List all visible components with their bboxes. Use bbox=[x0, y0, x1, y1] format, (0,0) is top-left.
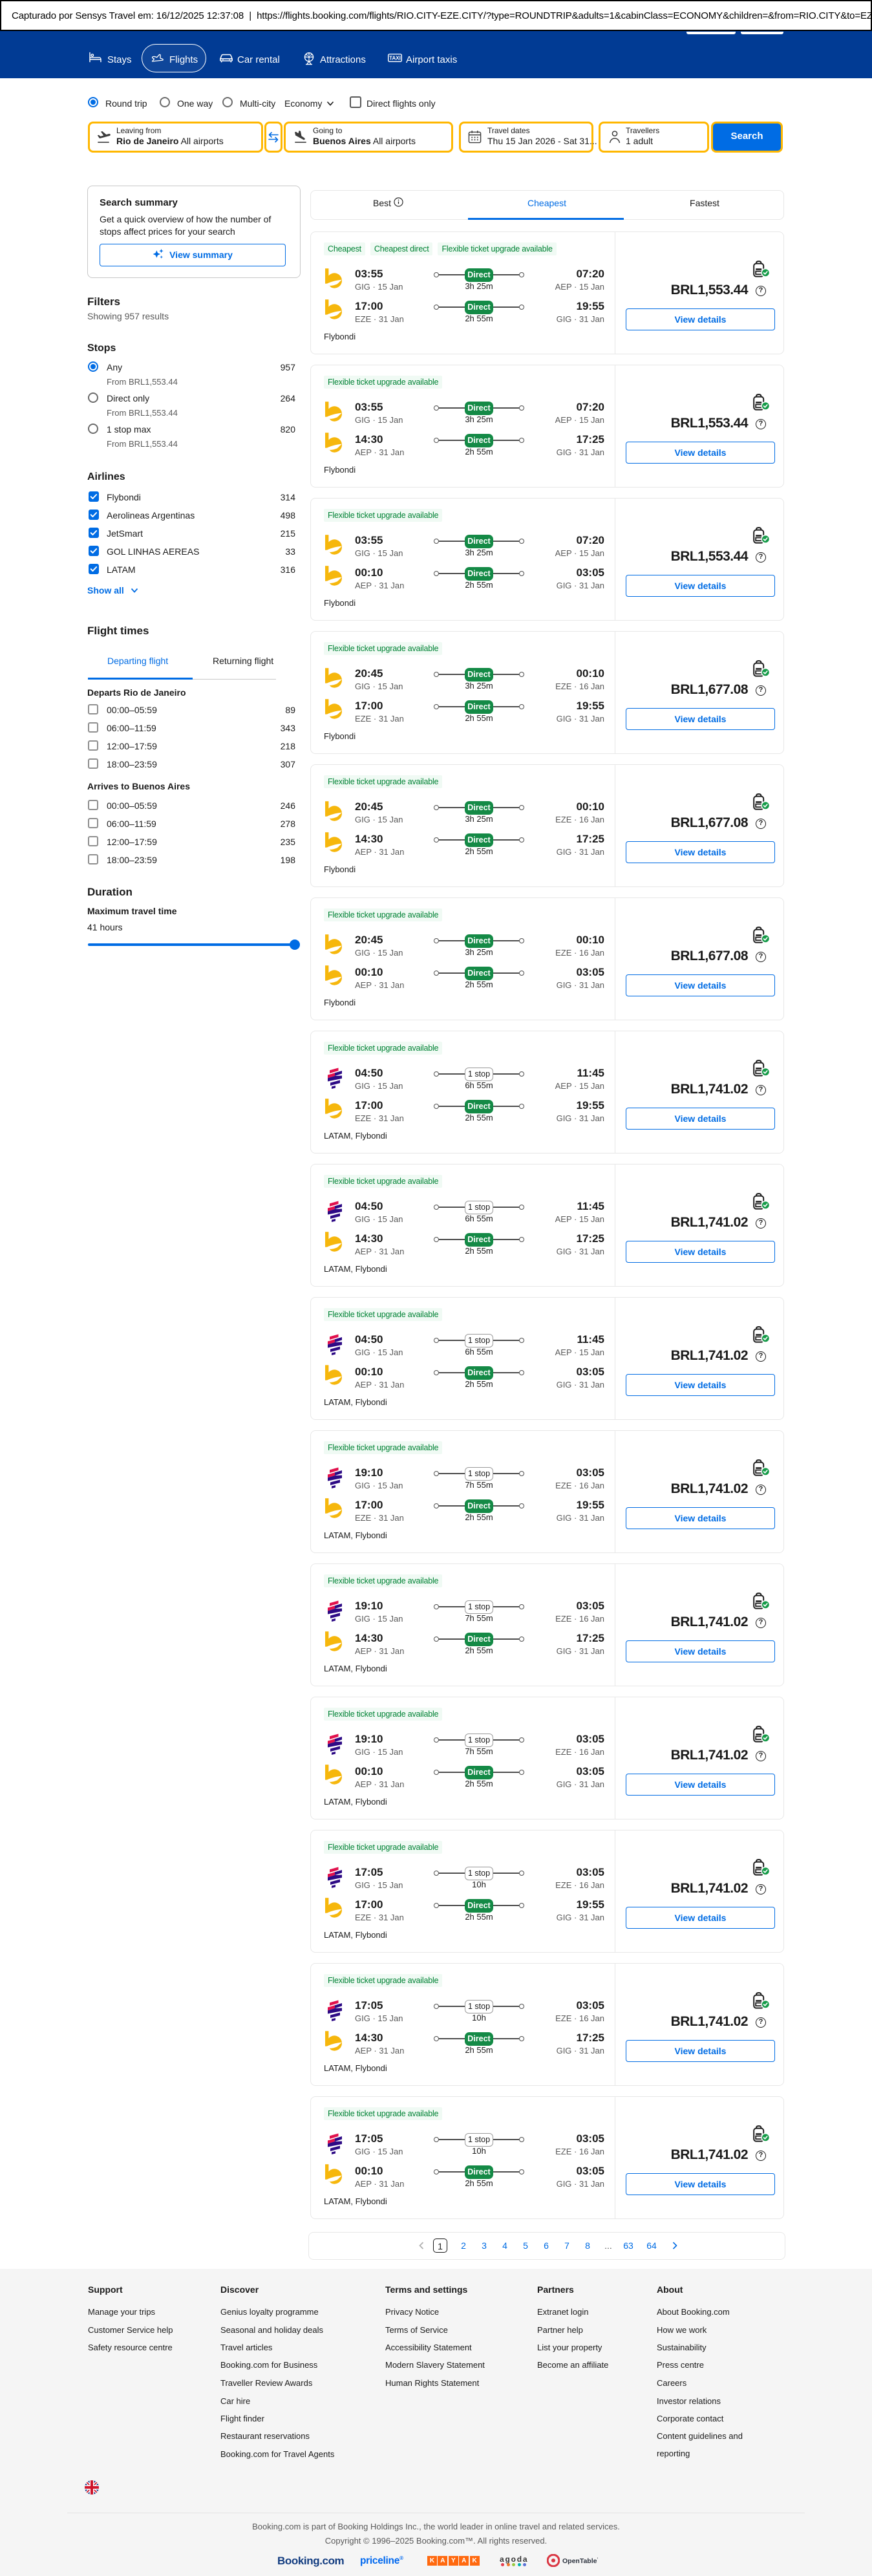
svg-text:TAXI: TAXI bbox=[389, 56, 401, 61]
